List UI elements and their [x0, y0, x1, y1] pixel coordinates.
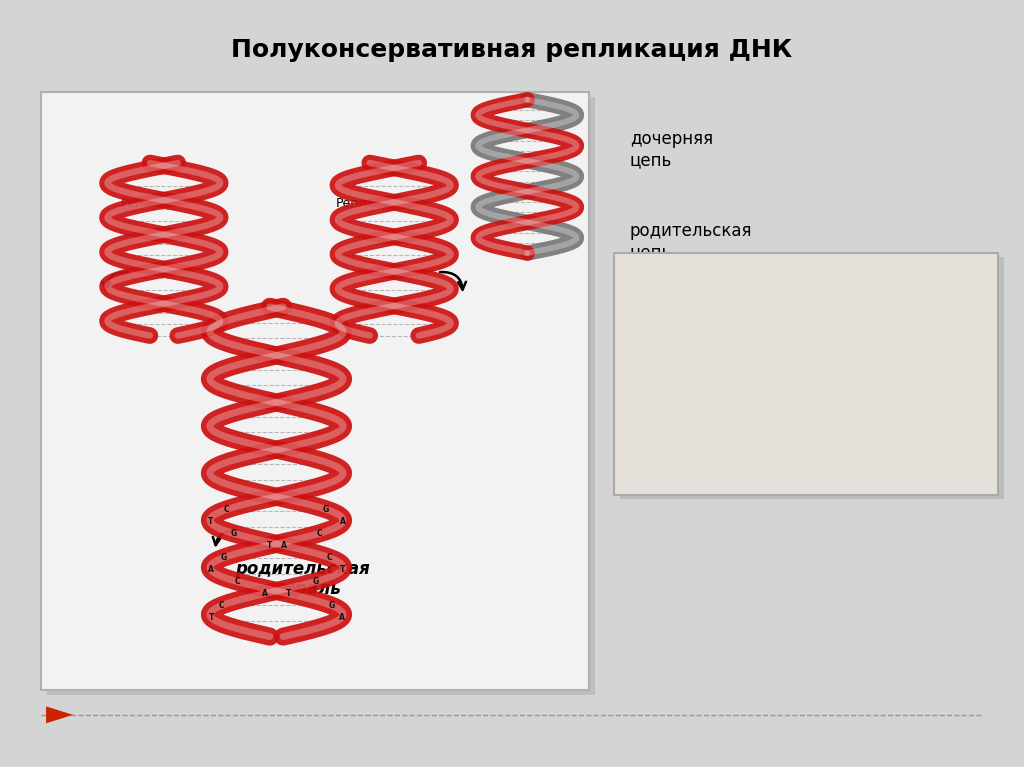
Text: C: C: [327, 553, 332, 562]
Text: Реплика: Реплика: [121, 197, 176, 209]
Text: родительская
цепь: родительская цепь: [630, 222, 753, 261]
Text: T: T: [209, 614, 214, 622]
Text: родительская
спираль: родительская спираль: [234, 560, 370, 598]
Text: G: G: [221, 553, 227, 562]
Polygon shape: [46, 706, 73, 723]
Text: T: T: [340, 565, 345, 574]
Text: C: C: [316, 529, 322, 538]
Text: T: T: [286, 589, 291, 598]
Text: Реплика: Реплика: [336, 197, 391, 209]
Text: C: C: [224, 505, 229, 514]
Text: A: A: [281, 541, 287, 550]
Text: C: C: [218, 601, 224, 611]
Text: A: A: [339, 614, 344, 622]
Text: C: C: [234, 577, 241, 586]
FancyBboxPatch shape: [41, 92, 589, 690]
Text: A: A: [262, 589, 267, 598]
Text: A: A: [208, 565, 214, 574]
Text: Полуконсервативная репликация ДНК: Полуконсервативная репликация ДНК: [231, 38, 793, 62]
Text: G: G: [230, 529, 238, 538]
Text: дочерняя
цепь: дочерняя цепь: [630, 130, 713, 169]
Text: T: T: [208, 517, 213, 526]
Text: G: G: [312, 577, 318, 586]
FancyBboxPatch shape: [47, 97, 595, 695]
Text: При полуконсервативной  репли
кации на материнских цепях ро-
дительской молекулы: При полуконсервативной репли кации на ма…: [627, 267, 948, 439]
FancyBboxPatch shape: [614, 253, 998, 495]
Text: A: A: [340, 517, 346, 526]
Text: G: G: [323, 505, 330, 514]
Text: G: G: [329, 601, 335, 611]
Text: T: T: [266, 541, 272, 550]
FancyBboxPatch shape: [620, 257, 1004, 499]
